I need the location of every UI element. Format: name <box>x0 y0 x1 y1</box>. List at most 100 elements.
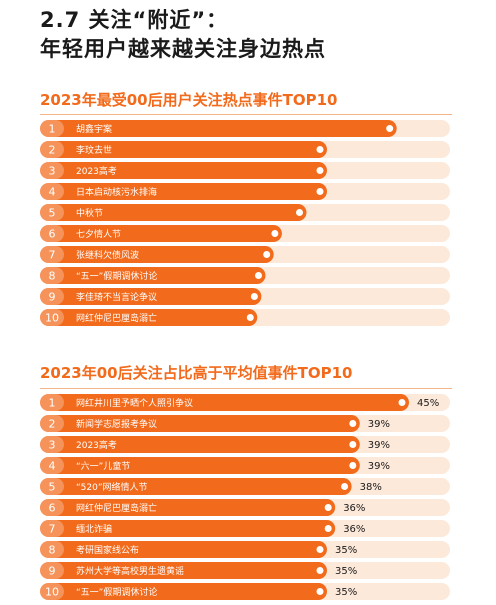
value-label: 45% <box>417 398 439 409</box>
value-label: 39% <box>368 419 390 430</box>
category-label: 七夕情人节 <box>76 228 121 240</box>
bar-end-dot <box>316 146 324 153</box>
category-label: 张继科欠债风波 <box>76 249 139 261</box>
bar-end-dot <box>316 546 324 553</box>
bar-end-dot <box>349 420 357 427</box>
value-label: 36% <box>343 503 365 514</box>
rank-label: 8 <box>49 544 56 557</box>
rank-label: 2 <box>49 144 56 157</box>
rank-badge <box>40 309 64 326</box>
category-label: “六一”儿童节 <box>76 460 130 472</box>
bar <box>40 457 360 474</box>
chart2-divider <box>40 388 452 389</box>
rank-label: 9 <box>49 291 56 304</box>
bar <box>40 141 327 158</box>
rank-badge <box>40 415 64 432</box>
category-label: 苏州大学等高校男生遗黄谣 <box>76 565 184 577</box>
rank-label: 1 <box>49 397 56 410</box>
bar-end-dot <box>246 314 254 321</box>
rank-badge <box>40 288 64 305</box>
page-title-line2: 年轻用户越来越关注身边热点 <box>40 37 326 61</box>
category-label: 日本启动核污水排海 <box>76 186 157 198</box>
rank-badge <box>40 541 64 558</box>
rank-label: 5 <box>49 481 56 494</box>
bar <box>40 246 274 263</box>
category-label: 网红仲尼巴厘岛溺亡 <box>76 312 157 324</box>
rank-badge <box>40 436 64 453</box>
rank-label: 8 <box>49 270 56 283</box>
rank-badge <box>40 141 64 158</box>
bar <box>40 183 327 200</box>
category-label: 网红井川里予晒个人照引争议 <box>76 397 193 409</box>
bar-end-dot <box>398 399 406 406</box>
chart1-title: 2023年最受00后用户关注热点事件TOP10 <box>40 91 338 109</box>
category-label: 李佳琦不当言论争议 <box>76 291 157 303</box>
rank-badge <box>40 267 64 284</box>
bar-end-dot <box>316 167 324 174</box>
value-label: 39% <box>368 461 390 472</box>
bar-end-dot <box>349 462 357 469</box>
category-label: 2023高考 <box>76 439 117 451</box>
bar <box>40 267 266 284</box>
bar-end-dot <box>324 525 332 532</box>
bar-end-dot <box>296 209 303 216</box>
bar-end-dot <box>316 567 324 574</box>
bar <box>40 394 409 411</box>
rank-label: 3 <box>49 439 56 452</box>
category-label: 李玟去世 <box>76 144 112 156</box>
chart2-bar-chart: 1 网红井川里予晒个人照引争议 45% 2 新闻学志愿报考争议 39% 3 2023高考 39%… <box>40 394 450 600</box>
rank-badge <box>40 246 64 263</box>
category-label: 胡鑫宇案 <box>76 123 112 135</box>
rank-badge <box>40 204 64 221</box>
bar-end-dot <box>250 293 258 300</box>
value-label: 36% <box>343 524 365 535</box>
rank-badge <box>40 520 64 537</box>
bar-end-dot <box>324 504 332 511</box>
rank-label: 2 <box>49 418 56 431</box>
chart1-divider <box>40 114 452 115</box>
rank-badge <box>40 225 64 242</box>
bar <box>40 225 282 242</box>
category-label: 考研国家线公布 <box>76 544 139 556</box>
rank-label: 7 <box>49 249 56 262</box>
rank-label: 6 <box>49 228 56 241</box>
chart2-title: 2023年00后关注占比高于平均值事件TOP10 <box>40 364 353 382</box>
bar <box>40 520 336 537</box>
bar-end-dot <box>349 441 357 448</box>
bar <box>40 162 327 179</box>
rank-label: 7 <box>49 523 56 536</box>
rank-badge <box>40 394 64 411</box>
bar-end-dot <box>316 188 324 195</box>
value-label: 38% <box>360 482 382 493</box>
rank-label: 5 <box>49 207 56 220</box>
rank-label: 1 <box>49 123 56 136</box>
rank-label: 4 <box>49 460 56 473</box>
rank-label: 3 <box>49 165 56 178</box>
bar <box>40 309 258 326</box>
rank-badge <box>40 583 64 600</box>
rank-label: 10 <box>45 586 59 599</box>
page-title-line1: 2.7 关注“附近”： <box>40 8 229 32</box>
bar <box>40 541 327 558</box>
category-label: 中秋节 <box>76 207 103 219</box>
rank-badge <box>40 457 64 474</box>
rank-badge <box>40 478 64 495</box>
rank-badge <box>40 120 64 137</box>
bar <box>40 583 327 600</box>
rank-badge <box>40 499 64 516</box>
rank-badge <box>40 562 64 579</box>
value-label: 35% <box>335 587 357 598</box>
chart1-bar-chart: 1 胡鑫宇案 2 李玟去世 3 2023高考 4 日本启动核污水排海 5 中秋节 6 七夕情人节 7 张继… <box>40 120 450 326</box>
rank-label: 10 <box>45 312 59 325</box>
value-label: 39% <box>368 440 390 451</box>
rank-badge <box>40 183 64 200</box>
bar <box>40 288 262 305</box>
category-label: 网红仲尼巴厘岛溺亡 <box>76 502 157 514</box>
bar <box>40 120 397 137</box>
bar-end-dot <box>341 483 349 490</box>
bar <box>40 204 307 221</box>
category-label: 2023高考 <box>76 165 117 177</box>
bar-end-dot <box>255 272 262 279</box>
category-label: 新闻学志愿报考争议 <box>76 418 157 430</box>
bar-end-dot <box>263 251 271 258</box>
